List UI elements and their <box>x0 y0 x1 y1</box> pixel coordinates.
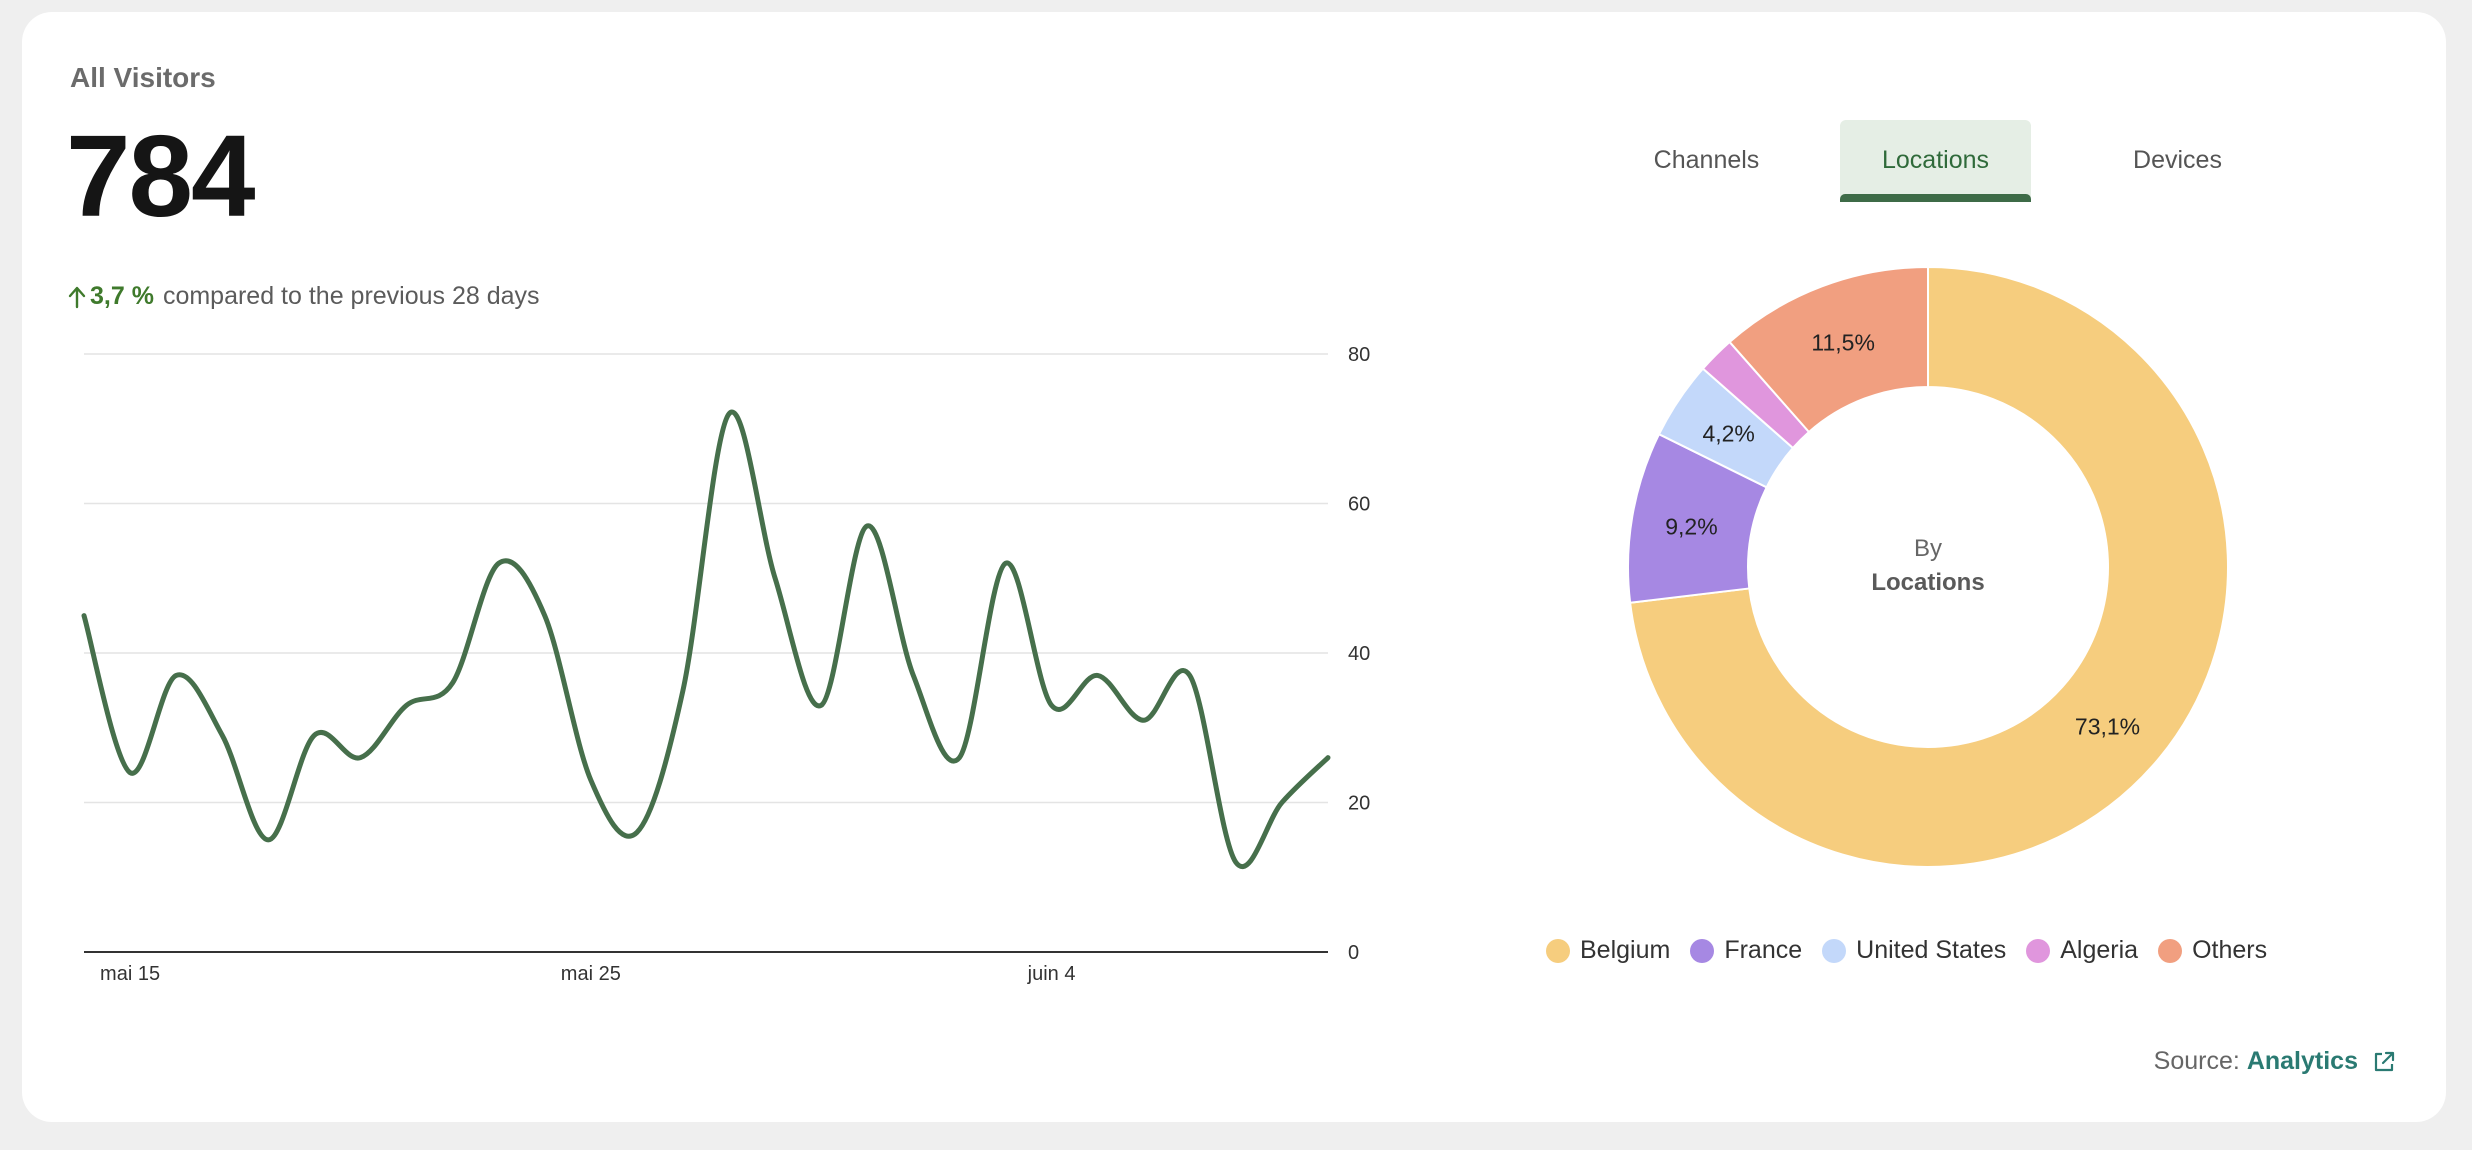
visitor-total: 784 <box>66 111 256 241</box>
tab-channels[interactable]: Channels <box>1653 145 1760 174</box>
legend-label: Others <box>2192 936 2268 964</box>
card-title: All Visitors <box>70 62 216 93</box>
legend-item[interactable]: Belgium <box>1546 936 1670 965</box>
legend-item[interactable]: United States <box>1822 936 2006 965</box>
legend-label: France <box>1724 936 1803 964</box>
legend-label: United States <box>1856 936 2007 964</box>
visitors-card <box>22 12 2446 1122</box>
donut-data-label: 73,1% <box>2075 713 2140 739</box>
x-tick-label: mai 25 <box>561 963 621 985</box>
analytics-link[interactable]: Analytics <box>2246 1047 2358 1075</box>
legend-label: Belgium <box>1580 936 1671 964</box>
legend-swatch <box>1546 938 1570 963</box>
delta-text: compared to the previous 28 days <box>162 282 540 310</box>
donut-data-label: 9,2% <box>1665 513 1717 539</box>
legend-swatch <box>1822 938 1847 963</box>
y-tick-label: 80 <box>1348 344 1370 366</box>
donut-data-label: 4,2% <box>1702 420 1754 446</box>
donut-slice-others <box>1728 265 1929 434</box>
y-tick-label: 60 <box>1348 494 1370 516</box>
donut-data-label: 11,5% <box>1811 329 1875 355</box>
source-prefix: Source: <box>2153 1047 2240 1075</box>
legend-item[interactable]: France <box>1690 936 1802 965</box>
tab-devices[interactable]: Devices <box>2133 145 2222 174</box>
legend-item[interactable]: Algeria <box>2026 936 2138 965</box>
legend-label: Algeria <box>2060 936 2139 964</box>
donut-center-label: By Locations <box>1828 532 2028 600</box>
arrow-up-icon <box>68 286 86 308</box>
visitors-series-line <box>81 409 1331 869</box>
y-tick-label: 20 <box>1348 793 1370 815</box>
legend-swatch <box>1690 938 1715 963</box>
source-line: Source: Analytics <box>2154 1047 2396 1076</box>
delta-percent: 3,7 % <box>90 282 154 310</box>
x-tick-label: mai 15 <box>100 963 160 985</box>
tab-locations[interactable]: Locations <box>1840 120 2031 202</box>
y-tick-label: 0 <box>1348 942 1359 964</box>
legend-item[interactable]: Others <box>2158 936 2267 965</box>
visitors-line-chart: 0 20 40 60 80 mai 15 mai 25 juin 4 <box>81 344 1370 985</box>
legend-swatch <box>2158 938 2183 963</box>
x-tick-label: juin 4 <box>1027 963 1076 985</box>
donut-legend: Belgium France United States Algeria Others <box>1546 936 2287 965</box>
center-label-line2: Locations <box>1871 569 1985 596</box>
external-link-icon[interactable] <box>2372 1050 2396 1074</box>
comparison-delta: 3,7 % compared to the previous 28 days <box>68 282 540 311</box>
legend-swatch <box>2026 938 2051 963</box>
donut-slice-belgium <box>1629 265 2229 868</box>
center-label-line1: By <box>1913 535 1942 562</box>
y-tick-label: 40 <box>1348 643 1370 665</box>
